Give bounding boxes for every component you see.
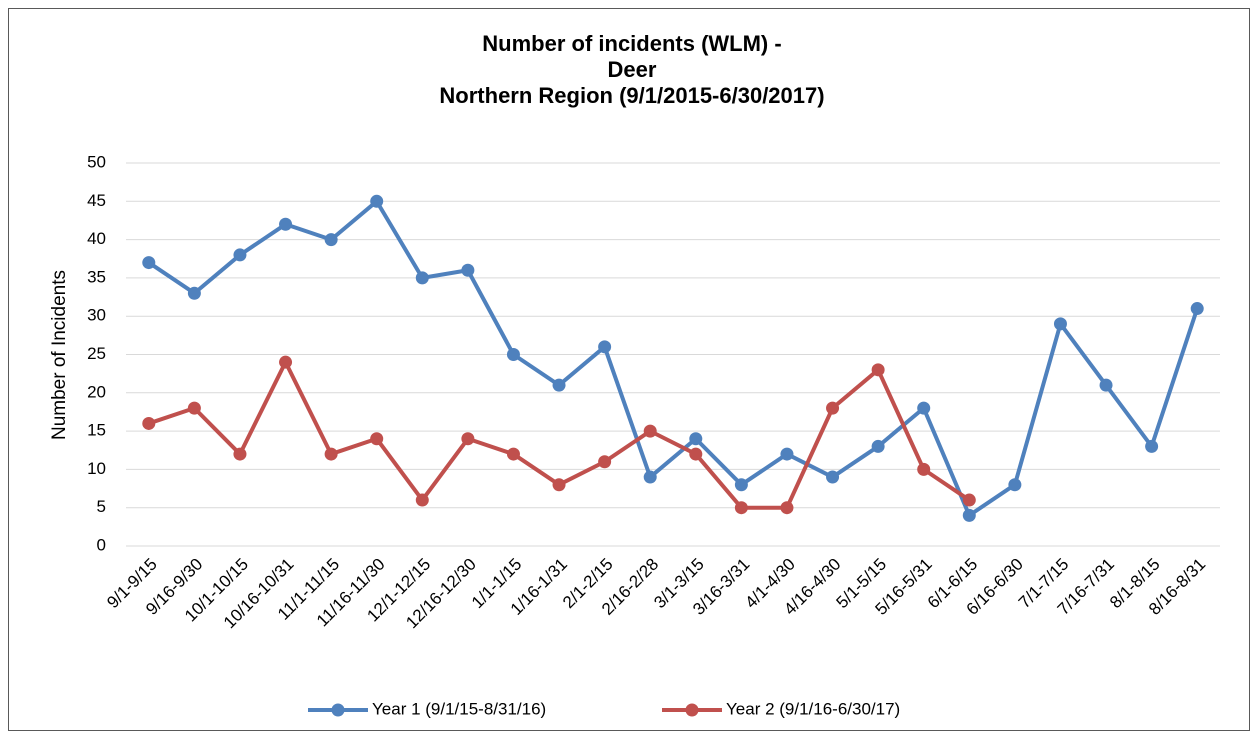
data-point xyxy=(1053,317,1067,331)
data-point xyxy=(506,447,520,461)
y-tick-label: 15 xyxy=(87,421,106,440)
data-point xyxy=(962,508,976,522)
data-point xyxy=(689,432,703,446)
data-point xyxy=(370,194,384,208)
data-point xyxy=(415,271,429,285)
data-point xyxy=(1190,302,1204,316)
data-point xyxy=(598,455,612,469)
chart-title: Northern Region (9/1/2015-6/30/2017) xyxy=(439,83,824,108)
data-point xyxy=(871,439,885,453)
y-tick-label: 50 xyxy=(87,152,106,171)
data-point xyxy=(461,263,475,277)
data-point xyxy=(917,401,931,415)
y-axis-label: Number of Incidents xyxy=(49,270,70,440)
data-point xyxy=(142,416,156,430)
data-point xyxy=(643,424,657,438)
legend-label: Year 1 (9/1/15-8/31/16) xyxy=(372,699,546,718)
data-point xyxy=(324,447,338,461)
data-point xyxy=(826,401,840,415)
chart-title: Number of incidents (WLM) - xyxy=(482,31,781,56)
data-point xyxy=(233,447,247,461)
data-point xyxy=(187,401,201,415)
data-point xyxy=(689,447,703,461)
data-point xyxy=(415,493,429,507)
y-tick-label: 40 xyxy=(87,229,106,248)
data-point xyxy=(734,501,748,515)
data-point xyxy=(279,355,293,369)
y-tick-label: 30 xyxy=(87,306,106,325)
data-point xyxy=(826,470,840,484)
legend-label: Year 2 (9/1/16-6/30/17) xyxy=(726,699,900,718)
data-point xyxy=(552,378,566,392)
series-line xyxy=(147,199,1200,518)
data-point xyxy=(370,432,384,446)
data-point xyxy=(506,348,520,361)
data-point xyxy=(1008,478,1022,492)
data-point xyxy=(187,286,201,300)
chart-border xyxy=(8,8,1250,731)
y-tick-label: 0 xyxy=(97,535,106,554)
data-point xyxy=(780,447,794,461)
data-point xyxy=(324,233,338,247)
data-point xyxy=(598,340,612,354)
data-point xyxy=(871,363,885,377)
data-point xyxy=(461,432,475,446)
data-point xyxy=(734,478,748,492)
data-point xyxy=(233,248,247,262)
data-point xyxy=(279,217,293,231)
data-point xyxy=(780,501,794,515)
data-point xyxy=(962,493,976,507)
y-tick-label: 25 xyxy=(87,344,106,363)
y-tick-label: 45 xyxy=(87,191,106,210)
legend-marker xyxy=(331,703,345,717)
data-point xyxy=(142,256,156,270)
data-point xyxy=(1145,439,1159,453)
y-tick-label: 5 xyxy=(97,497,106,516)
data-point xyxy=(1099,378,1113,392)
legend-marker xyxy=(685,703,699,717)
data-point xyxy=(552,478,566,492)
data-point xyxy=(917,462,931,476)
chart-title: Deer xyxy=(608,57,657,82)
y-tick-label: 20 xyxy=(87,382,106,401)
y-tick-label: 10 xyxy=(87,459,106,478)
y-tick-label: 35 xyxy=(87,267,106,286)
data-point xyxy=(643,470,657,484)
